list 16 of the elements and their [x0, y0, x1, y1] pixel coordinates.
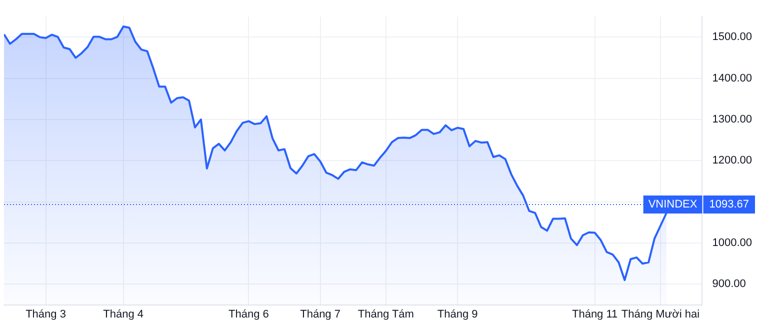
- y-tick-label: 1000.00: [712, 237, 752, 250]
- x-tick-label: Tháng 6: [228, 308, 269, 320]
- y-tick-label: 900.00: [712, 278, 746, 290]
- x-tick-label: Tháng 11: [572, 308, 618, 320]
- x-tick-label: Tháng 9: [437, 308, 478, 320]
- y-tick-label: 1500.00: [712, 31, 752, 44]
- y-tick-label: 1200.00: [712, 154, 752, 167]
- x-tick-label: Tháng 7: [300, 308, 340, 320]
- y-tick-label: 1400.00: [712, 72, 752, 84]
- ref-line-label: VNINDEX: [648, 198, 698, 211]
- x-tick-label: Tháng Mười hai: [621, 308, 700, 320]
- text: 1093.67: [709, 198, 750, 211]
- x-tick-label: Tháng Tám: [358, 308, 414, 320]
- x-tick-label: Tháng 4: [103, 308, 144, 320]
- y-tick-label: 1300.00: [712, 114, 752, 126]
- x-tick-label: Tháng 3: [26, 308, 66, 320]
